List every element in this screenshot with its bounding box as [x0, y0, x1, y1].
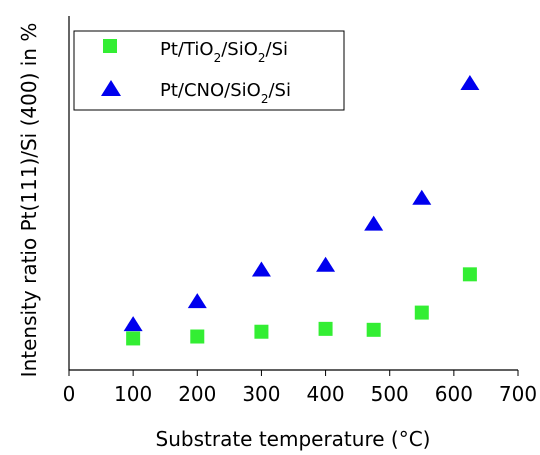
data-point	[366, 322, 381, 337]
data-point	[412, 189, 432, 205]
legend-frame	[73, 30, 345, 111]
x-axis-tick-labels: 0 100 200 300 400 500 600 700	[63, 382, 537, 406]
legend-label-pt-cno: Pt/CNO/SiO2/Si	[160, 80, 291, 106]
data-point	[316, 256, 336, 272]
x-tick-label: 100	[114, 382, 152, 406]
data-point	[126, 331, 141, 346]
x-axis-label: Substrate temperature (°C)	[156, 427, 431, 451]
x-tick-label: 200	[178, 382, 216, 406]
x-tick-label: 700	[499, 382, 537, 406]
legend-label-pt-tio2: Pt/TiO2/SiO2/Si	[160, 39, 288, 65]
x-tick-label: 400	[306, 382, 344, 406]
x-axis-ticks	[68, 370, 519, 376]
data-series	[123, 74, 480, 346]
data-point	[462, 267, 477, 282]
y-axis-label: Intensity ratio Pt(111)/Si (400) in %	[17, 23, 41, 378]
series-0	[126, 267, 477, 346]
data-point	[254, 324, 269, 339]
data-point	[364, 215, 384, 231]
data-point	[414, 305, 429, 320]
series-1	[123, 74, 480, 332]
data-point	[251, 261, 271, 277]
data-point	[187, 293, 207, 309]
data-point	[123, 316, 143, 332]
legend: Pt/TiO2/SiO2/Si Pt/CNO/SiO2/Si	[73, 30, 345, 111]
x-tick-label: 500	[371, 382, 409, 406]
data-point	[460, 74, 480, 90]
data-point	[190, 329, 205, 344]
legend-marker-triangle	[101, 80, 121, 96]
x-tick-label: 0	[63, 382, 76, 406]
data-point	[318, 321, 333, 336]
x-tick-label: 600	[435, 382, 473, 406]
x-tick-label: 300	[242, 382, 280, 406]
legend-marker-square	[103, 39, 117, 53]
